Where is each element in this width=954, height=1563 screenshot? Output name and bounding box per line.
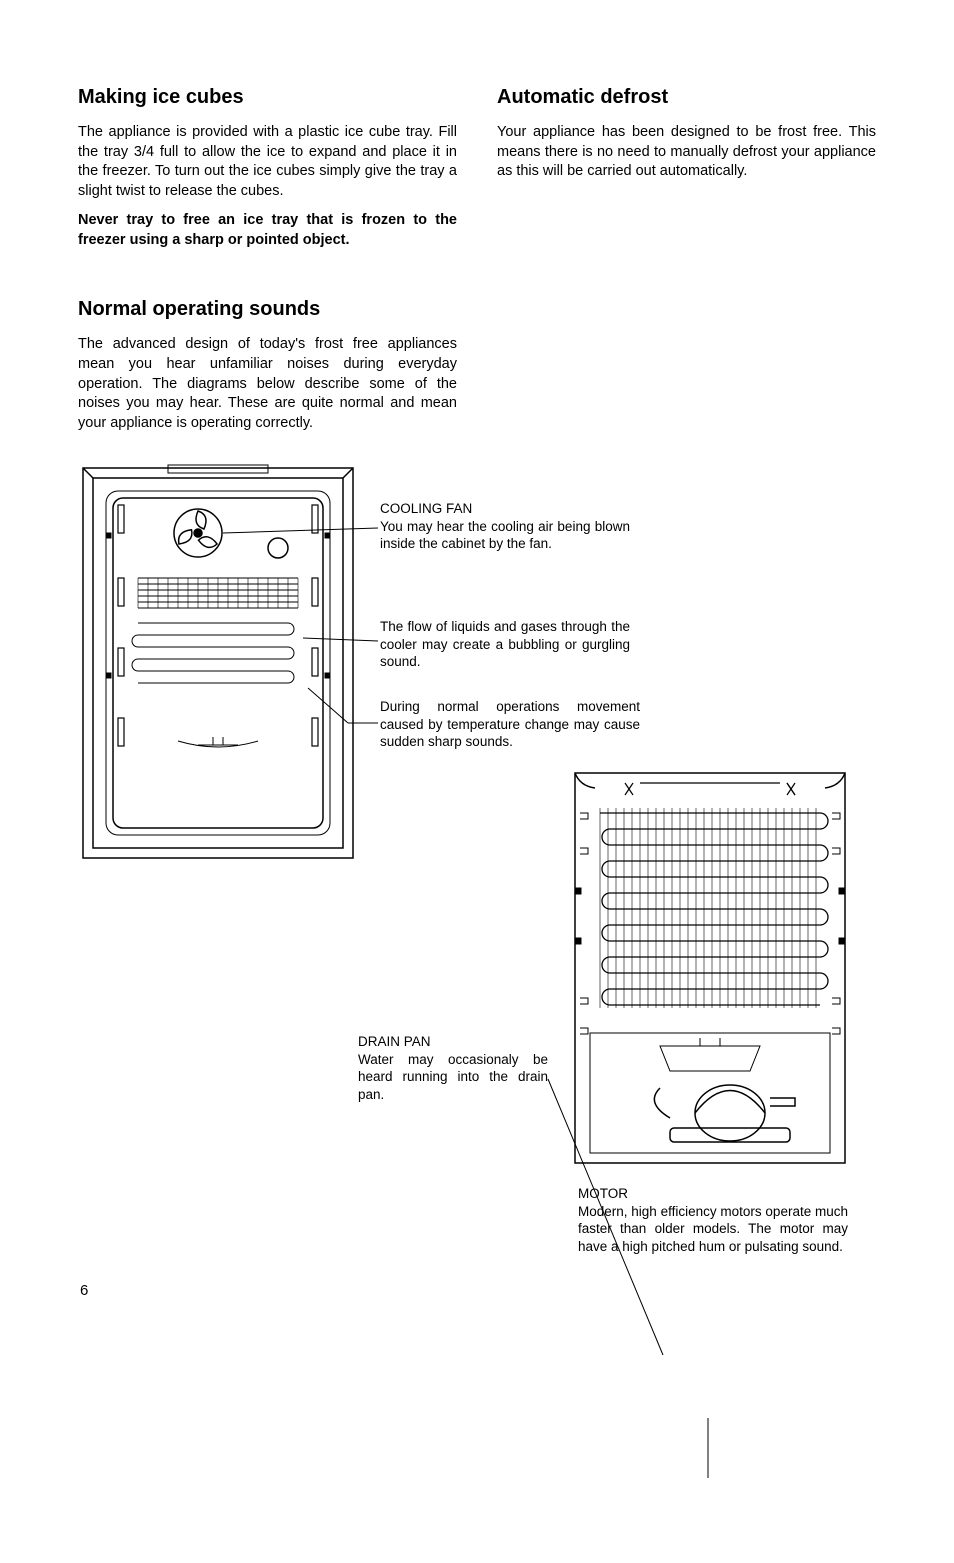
right-column: Automatic defrost Your appliance has bee…: [497, 86, 876, 443]
drain-text: Water may occasionaly be heard running i…: [358, 1051, 548, 1104]
paragraph-sounds: The advanced design of today's frost fre…: [78, 335, 457, 433]
cooling-fan-text: You may hear the cooling air being blown…: [380, 518, 630, 553]
cooling-fan-title: COOLING FAN: [380, 500, 630, 518]
callout-liquids: The flow of liquids and gases through th…: [380, 618, 630, 671]
motor-text: Modern, high efficiency motors operate m…: [578, 1203, 848, 1256]
motor-title: MOTOR: [578, 1185, 848, 1203]
callout-drain: DRAIN PAN Water may occasionaly be heard…: [358, 1033, 548, 1103]
heading-ice-cubes: Making ice cubes: [78, 86, 457, 109]
heading-defrost: Automatic defrost: [497, 86, 876, 109]
paragraph-defrost: Your appliance has been designed to be f…: [497, 123, 876, 182]
liquids-text: The flow of liquids and gases through th…: [380, 618, 630, 671]
leader-lines-2: [78, 763, 878, 1563]
drain-title: DRAIN PAN: [358, 1033, 548, 1051]
page-number: 6: [80, 1282, 88, 1299]
left-column: Making ice cubes The appliance is provid…: [78, 86, 457, 443]
heading-sounds: Normal operating sounds: [78, 298, 457, 321]
callout-cooling-fan: COOLING FAN You may hear the cooling air…: [380, 500, 630, 553]
two-column-layout: Making ice cubes The appliance is provid…: [78, 86, 876, 443]
paragraph-ice-warning: Never tray to free an ice tray that is f…: [78, 211, 457, 250]
temp-text: During normal operations movement caused…: [380, 698, 640, 751]
diagram-area: COOLING FAN You may hear the cooling air…: [78, 463, 876, 1343]
paragraph-ice-1: The appliance is provided with a plastic…: [78, 123, 457, 201]
callout-temp: During normal operations movement caused…: [380, 698, 640, 751]
callout-motor: MOTOR Modern, high efficiency motors ope…: [578, 1185, 848, 1255]
